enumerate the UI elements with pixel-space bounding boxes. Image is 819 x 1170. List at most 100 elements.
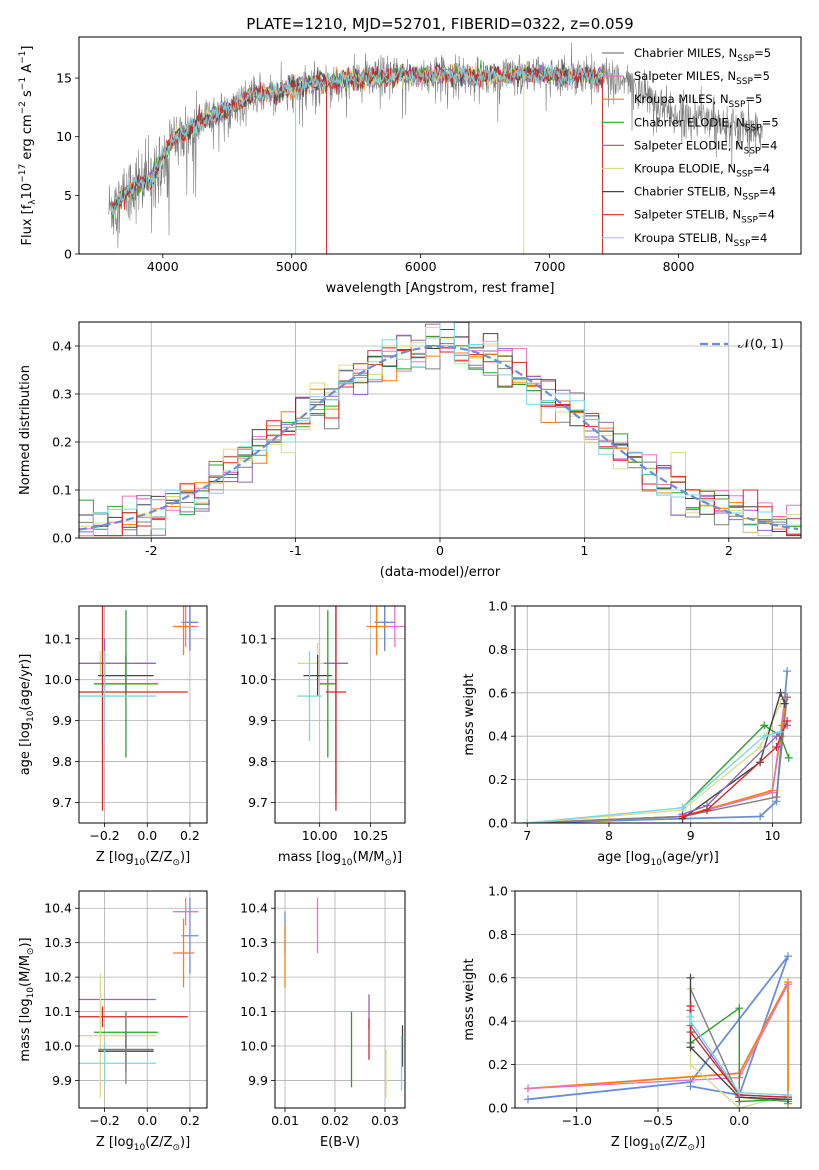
legend-entry-label: Salpeter STELIB, NSSP=4 — [634, 208, 775, 226]
weight-line-salpeter_miles — [527, 699, 786, 823]
weight-marker-normal — [756, 812, 765, 821]
weight-marker-chabrier_stelib — [686, 1043, 695, 1052]
label-part: SSP — [736, 170, 753, 180]
label-part: )] — [18, 937, 33, 947]
y-tick-label: 10 — [56, 129, 72, 144]
x-tick-label: 7000 — [534, 259, 566, 274]
x-axis-label: (data-model)/error — [380, 565, 501, 580]
spectrum-model-salpeter_stelib — [110, 63, 604, 212]
legend-entry-label: Salpeter ELODIE, NSSP=4 — [634, 138, 777, 156]
weight-marker-kroupa_stelib — [784, 1090, 792, 1099]
x-tick-label: −1.0 — [562, 1113, 592, 1128]
x-tick-label: 9 — [687, 828, 695, 843]
y-tick-label: 9.9 — [52, 1073, 72, 1088]
y-tick-label: 0.1 — [52, 483, 72, 498]
weight-line-normal — [527, 671, 788, 823]
weight-marker-normal — [783, 667, 792, 676]
weight-marker-normal — [686, 1082, 695, 1091]
weight-marker-chabrier_stelib — [780, 699, 789, 708]
y-axis-label: Normed distribution — [18, 365, 33, 495]
y-tick-label: 0 — [64, 247, 72, 262]
plot-area-mass-vs-EBV — [284, 897, 404, 1098]
label-part: Kroupa ELODIE, N — [634, 162, 736, 176]
label-part: (Z/Z — [145, 1135, 172, 1150]
label-part: )] — [695, 1135, 705, 1150]
label-part: A — [20, 64, 35, 77]
label-part: Z [log — [611, 1135, 649, 1150]
label-part: Chabrier MILES, N — [634, 46, 737, 60]
label-part: 10 — [650, 858, 662, 868]
x-tick-label: 0 — [436, 543, 444, 558]
y-tick-label: 9.8 — [52, 754, 72, 769]
y-tick-label: 0.0 — [52, 531, 72, 546]
weight-marker-kroupa_stelib — [776, 727, 785, 736]
y-tick-label: 10.1 — [240, 631, 268, 646]
y-tick-label: 10.1 — [44, 1004, 72, 1019]
x-tick-label: 0.02 — [321, 1113, 349, 1128]
label-part: Salpeter ELODIE, N — [634, 138, 744, 152]
label-part: SSP — [745, 123, 762, 133]
y-tick-label: 0.0 — [488, 1101, 508, 1116]
x-tick-label: 0.01 — [271, 1113, 299, 1128]
x-axis-label: E(B-V) — [320, 1135, 360, 1150]
plot-area-mass-vs-Z — [79, 897, 199, 1098]
axes-frame — [78, 605, 208, 824]
legend-entry-label: Chabrier STELIB, NSSP=4 — [634, 185, 776, 203]
label-part: SSP — [736, 77, 753, 87]
y-tick-label: 5 — [64, 188, 72, 203]
plot-area-spectrum — [108, 42, 763, 254]
label-part: Kroupa STELIB, N — [634, 231, 734, 245]
label-part: =5 — [745, 92, 762, 106]
label-part: (age/yr)] — [18, 654, 33, 711]
label-part: )] — [180, 850, 190, 865]
y-tick-label: 10.0 — [240, 1039, 268, 1054]
legend-residuals: 𝒩(0, 1) — [700, 336, 784, 351]
y-tick-label: 0.6 — [488, 970, 508, 985]
label-part: =5 — [754, 46, 771, 60]
axes-age-vs-Z: −0.2 0.0 0.29.79.89.910.010.1Z [log10(Z/Z⊙… — [18, 605, 208, 868]
x-tick-label: 10.00 — [302, 828, 338, 843]
spectrum-model-chabrier_stelib — [110, 62, 604, 210]
x-tick-label: 4000 — [147, 259, 179, 274]
y-tick-label: 9.9 — [248, 1073, 268, 1088]
x-tick-label: 0.0 — [729, 1113, 749, 1128]
y-tick-label: 0.2 — [488, 772, 508, 787]
label-part: SSP — [741, 216, 758, 226]
weight-marker-normal — [784, 952, 792, 961]
legend-entry-label: Kroupa ELODIE, NSSP=4 — [634, 162, 770, 180]
weight-marker-chabrier_stelib — [686, 973, 695, 982]
legend-entry-label: Chabrier ELODIE, NSSP=5 — [634, 115, 779, 133]
x-tick-label: 8000 — [663, 259, 695, 274]
y-tick-label: 10.4 — [240, 901, 268, 916]
weight-marker-salpeter_stelib — [772, 743, 781, 752]
label-part: =4 — [750, 231, 767, 245]
label-part: Salpeter STELIB, N — [634, 208, 741, 222]
label-part: Flux [f — [20, 204, 35, 245]
label-part: 10 — [134, 1143, 146, 1153]
label-part: −1 — [18, 51, 28, 64]
y-tick-label: 10.2 — [44, 970, 72, 985]
y-tick-label: 10.4 — [44, 901, 72, 916]
label-part: λ — [28, 199, 38, 205]
label-part: (Z/Z — [145, 850, 172, 865]
weight-line-salpeter_elodie — [682, 724, 788, 815]
figure-title: PLATE=1210, MJD=52701, FIBERID=0322, z=0… — [246, 15, 633, 33]
y-tick-label: 10.0 — [44, 672, 72, 687]
x-axis-label: Z [log10(Z/Z⊙)] — [96, 850, 190, 868]
y-axis-label: age [log10(age/yr)] — [18, 654, 36, 776]
weight-marker-kroupa_stelib — [523, 819, 532, 823]
y-tick-label: 9.9 — [248, 713, 268, 728]
label-part: (Z/Z — [660, 1135, 687, 1150]
label-part: SSP — [737, 54, 754, 64]
label-part: 10 — [26, 710, 36, 722]
weight-marker-chabrier_miles — [772, 792, 781, 801]
x-tick-label: 5000 — [276, 259, 308, 274]
x-tick-label: −0.2 — [89, 828, 119, 843]
x-tick-label: −0.5 — [643, 1113, 673, 1128]
label-part: s — [20, 90, 35, 101]
label-part: 10 — [341, 858, 353, 868]
label-part: )] — [392, 850, 402, 865]
label-part: mass weight — [462, 673, 477, 755]
weight-marker-salpeter_miles — [524, 1084, 532, 1093]
spectrum-model-kroupa_stelib — [110, 63, 604, 215]
